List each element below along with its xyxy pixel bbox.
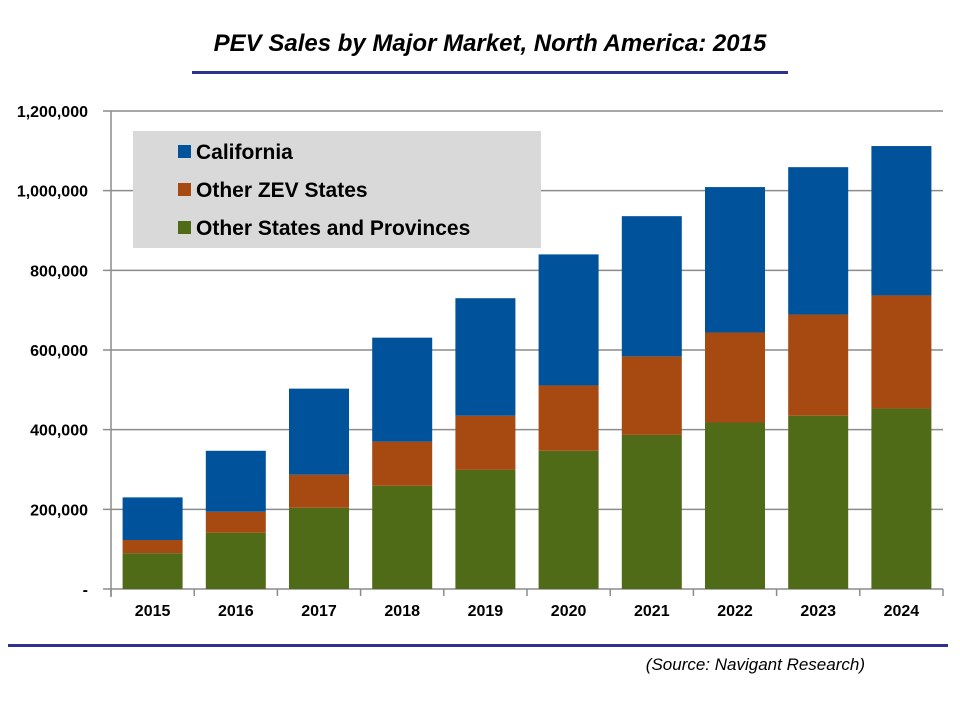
source-note: (Source: Navigant Research) — [645, 655, 865, 674]
bar-california — [538, 254, 599, 386]
bar-california — [122, 497, 183, 541]
bar-california — [871, 146, 932, 296]
bar-other-zev-states — [538, 385, 599, 451]
bar-other-states-and-provinces — [372, 485, 433, 589]
bar-other-states-and-provinces — [455, 469, 516, 589]
y-tick-label: 200,000 — [30, 502, 88, 519]
x-tick-label: 2024 — [884, 603, 920, 620]
bar-other-zev-states — [372, 441, 433, 486]
bar-california — [621, 216, 682, 357]
x-tick-label: 2022 — [717, 603, 753, 620]
legend-label: Other ZEV States — [196, 179, 368, 202]
bar-other-states-and-provinces — [538, 450, 599, 589]
chart-title: PEV Sales by Major Market, North America… — [213, 30, 767, 57]
legend-box — [133, 131, 541, 248]
legend-swatch — [178, 221, 191, 234]
bar-other-states-and-provinces — [289, 507, 349, 589]
bar-california — [788, 167, 849, 315]
x-tick-label: 2020 — [551, 603, 587, 620]
x-tick-label: 2017 — [301, 603, 337, 620]
bar-california — [705, 187, 765, 333]
footer-divider — [8, 644, 948, 647]
x-tick-label: 2023 — [800, 603, 836, 620]
bar-other-states-and-provinces — [621, 434, 682, 589]
bar-other-states-and-provinces — [205, 532, 266, 589]
legend-swatch — [178, 183, 191, 196]
x-tick-label: 2018 — [384, 603, 420, 620]
y-tick-label: 400,000 — [30, 423, 88, 440]
bar-other-zev-states — [871, 295, 932, 409]
bar-other-states-and-provinces — [705, 422, 765, 589]
legend-swatch — [178, 145, 191, 158]
bar-other-states-and-provinces — [788, 415, 849, 589]
bar-other-states-and-provinces — [122, 553, 183, 589]
bar-california — [205, 450, 266, 512]
y-tick-label: 800,000 — [30, 263, 88, 280]
x-tick-label: 2021 — [634, 603, 670, 620]
bar-other-zev-states — [122, 540, 183, 554]
bar-california — [372, 337, 433, 442]
bar-other-zev-states — [205, 511, 266, 533]
legend-label: Other States and Provinces — [196, 217, 470, 240]
bar-other-zev-states — [621, 356, 682, 435]
x-tick-label: 2016 — [218, 603, 254, 620]
y-tick-label: 600,000 — [30, 343, 88, 360]
bar-other-states-and-provinces — [871, 408, 932, 589]
bar-other-zev-states — [788, 314, 849, 416]
y-tick-label: 1,200,000 — [17, 104, 88, 121]
title-underline — [192, 71, 788, 74]
bar-california — [289, 388, 349, 475]
y-tick-label: 1,000,000 — [17, 184, 88, 201]
x-tick-label: 2015 — [135, 603, 171, 620]
bar-other-zev-states — [705, 332, 765, 423]
bar-other-zev-states — [289, 474, 349, 508]
bar-other-zev-states — [455, 415, 516, 470]
x-tick-label: 2019 — [468, 603, 504, 620]
bar-california — [455, 298, 516, 416]
y-tick-label: - — [83, 582, 88, 599]
legend-label: California — [196, 141, 293, 164]
